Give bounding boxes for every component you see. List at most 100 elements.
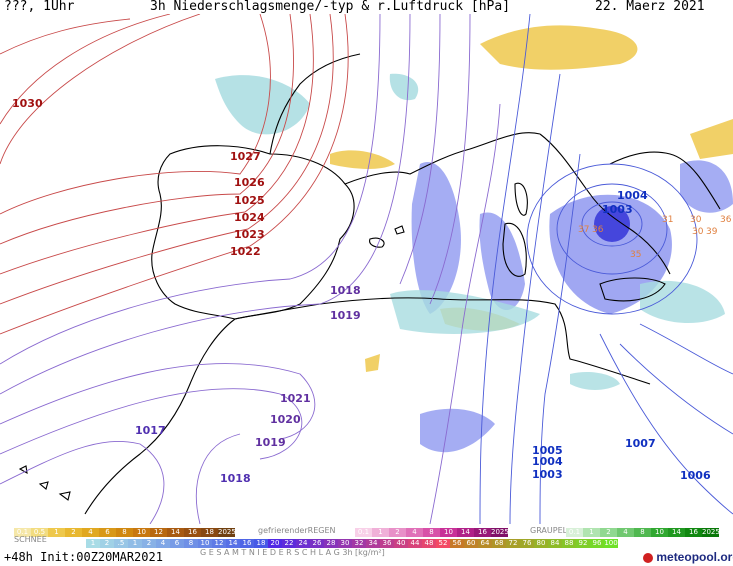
rain-band-west-med xyxy=(411,162,461,314)
legend-swatch: 0.1 xyxy=(355,528,372,537)
pressure-label: 1006 xyxy=(680,469,711,482)
rain-patch-ionian xyxy=(640,280,725,324)
sardinia-corsica xyxy=(502,182,528,277)
legend-swatch: 10 xyxy=(440,528,457,537)
pressure-label: 1017 xyxy=(135,424,166,437)
legend-swatch: 1 xyxy=(48,528,65,537)
precip-amount-label: 37 xyxy=(578,225,589,235)
legend-swatch: 14 xyxy=(668,528,685,537)
legend-swatch: 4 xyxy=(82,528,99,537)
forecast-time-label: ???, 1Uhr xyxy=(4,0,75,14)
pressure-label: 1004 xyxy=(617,189,648,202)
precip-amount-label: 35 xyxy=(630,250,641,260)
legend-swatch: 40 xyxy=(394,539,408,548)
rain-patch-north xyxy=(389,73,419,101)
precip-amount-label: 30 xyxy=(690,215,702,225)
legend-swatch: 52 xyxy=(436,539,450,548)
legend-swatch: 92 xyxy=(576,539,590,548)
pressure-label: 1019 xyxy=(330,309,361,322)
pressure-label: 1021 xyxy=(280,392,311,405)
legend-swatch: 84 xyxy=(548,539,562,548)
legend-swatch: 2025+ xyxy=(491,528,508,537)
pressure-label: 1007 xyxy=(625,437,656,450)
pressure-label: 1023 xyxy=(234,228,265,241)
legend-swatch: 0.1 xyxy=(14,528,31,537)
legend-swatch: 12 xyxy=(212,539,226,548)
legend-swatch: 4 xyxy=(617,528,634,537)
forecast-run-info: +48h Init:00Z20MAR2021 xyxy=(4,550,163,564)
sicily xyxy=(599,277,666,302)
precip-layer xyxy=(215,25,733,453)
legend-swatch: 1 xyxy=(128,539,142,548)
legend-swatch: 18 xyxy=(201,528,218,537)
snow-patch-alps xyxy=(480,25,638,70)
legend-swatch: 1 xyxy=(86,539,100,548)
legend-swatch: 8 xyxy=(634,528,651,537)
balearics xyxy=(369,225,405,248)
pressure-label: 1019 xyxy=(255,436,286,449)
rain-patch-libya xyxy=(420,408,495,453)
north-africa-coast xyxy=(234,297,651,385)
brand-dot-icon xyxy=(643,552,653,563)
snow-patch-small xyxy=(365,354,380,372)
legend-swatch: 100 xyxy=(604,539,618,548)
legend-swatch: 32 xyxy=(352,539,366,548)
pressure-label: 1025 xyxy=(234,194,265,207)
pressure-label: 1020 xyxy=(270,413,301,426)
legend-swatch: 10 xyxy=(651,528,668,537)
legend-swatch: 20 xyxy=(268,539,282,548)
snow-legend-label: SCHNEE xyxy=(14,535,47,544)
legend-swatch: 24 xyxy=(296,539,310,548)
legend-swatch: 22 xyxy=(282,539,296,548)
legend-swatch: 44 xyxy=(408,539,422,548)
legend-swatch: 26 xyxy=(310,539,324,548)
pressure-label: 1027 xyxy=(230,150,261,163)
legend-swatch: 8 xyxy=(423,528,440,537)
pressure-label: 1024 xyxy=(234,211,265,224)
pressure-label: 1003 xyxy=(532,468,563,481)
pressure-label: 1005 xyxy=(532,444,563,457)
legend-swatch: 56 xyxy=(450,539,464,548)
legend-swatch: 36 xyxy=(380,539,394,548)
precip-amount-label: 30 xyxy=(692,227,704,237)
pressure-label: 1018 xyxy=(330,284,361,297)
legend-swatch: 16 xyxy=(685,528,702,537)
legend-swatch: 2 xyxy=(100,539,114,548)
legend-swatch: 48 xyxy=(422,539,436,548)
legend-swatch: 10 xyxy=(198,539,212,548)
legend-swatch: 1 xyxy=(372,528,389,537)
legend-swatch: 4 xyxy=(156,539,170,548)
pressure-label: 1004 xyxy=(532,455,563,468)
legend-swatch: 12 xyxy=(150,528,167,537)
legend-swatch: 1 xyxy=(583,528,600,537)
legend-swatch: 16 xyxy=(184,528,201,537)
france-coast xyxy=(269,53,541,185)
legend-swatch: 14 xyxy=(167,528,184,537)
precip-amount-label: 31 xyxy=(662,215,673,225)
legend-swatch: 14 xyxy=(457,528,474,537)
morocco-coast xyxy=(84,318,236,515)
isobars-low xyxy=(479,14,733,524)
legend-swatch: 76 xyxy=(520,539,534,548)
total-precip-legend-label: G E S A M T N I E D E R S C H L A G 3h [… xyxy=(200,548,385,557)
rain-patch-france xyxy=(215,75,310,135)
legend-swatch: 16 xyxy=(474,528,491,537)
legend-swatch: 28 xyxy=(324,539,338,548)
rain-band-sardinia xyxy=(479,212,525,311)
pressure-label: 1018 xyxy=(220,472,251,485)
legend-swatch: 72 xyxy=(506,539,520,548)
pressure-label: 1003 xyxy=(602,203,633,216)
precip-amount-label: 36 xyxy=(720,215,732,225)
precip-amount-label: 39 xyxy=(706,227,718,237)
coastlines xyxy=(18,53,721,515)
legend-swatch: 0.1 xyxy=(566,528,583,537)
snow-patch-pyrenees xyxy=(330,150,395,169)
rain-patch-tunisia xyxy=(570,372,620,390)
legend-swatch: 34 xyxy=(366,539,380,548)
pressure-precip-map: 1030 1027 1026 1025 1024 1023 1022 1018 … xyxy=(0,14,733,524)
legend-swatch: 2025+ xyxy=(218,528,235,537)
rain-core-tyrrhenian xyxy=(594,206,630,242)
snow-patch-balkans xyxy=(690,119,733,159)
legend-swatch: 10 xyxy=(133,528,150,537)
